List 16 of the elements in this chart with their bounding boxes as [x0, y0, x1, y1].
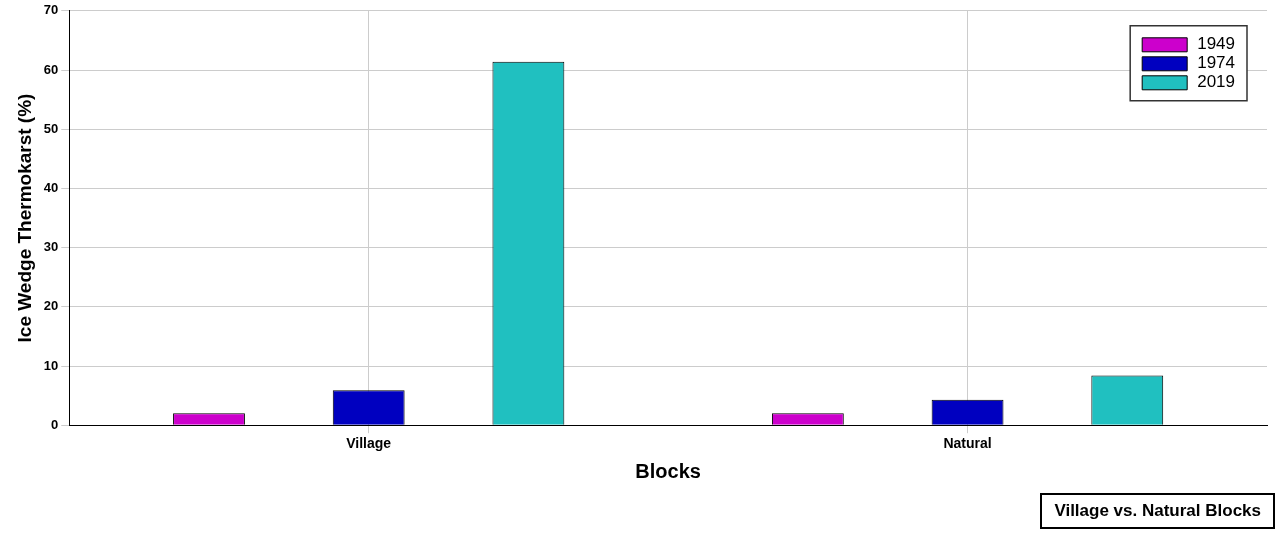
y-tick-label: 40 [43, 179, 59, 195]
y-tick-label: 20 [43, 298, 59, 314]
y-tick-label: 70 [43, 2, 59, 18]
x-tick-label: Natural [943, 435, 992, 452]
text: Village vs. Natural Blocks [1054, 501, 1261, 521]
x-axis-title: Blocks [635, 459, 701, 482]
y-tick-label: 0 [51, 416, 59, 432]
legend-label: 2019 [1197, 72, 1236, 92]
legend-label: 1974 [1197, 53, 1236, 73]
y-tick-label: 50 [43, 120, 59, 136]
y-tick-label: 60 [43, 61, 59, 77]
y-tick-label: 10 [43, 357, 59, 373]
legend-label: 1949 [1197, 34, 1236, 54]
y-axis-title: Ice Wedge Thermokarst (%) [13, 93, 35, 343]
x-tick-label: Village [346, 435, 392, 452]
y-tick-label: 30 [43, 239, 59, 255]
